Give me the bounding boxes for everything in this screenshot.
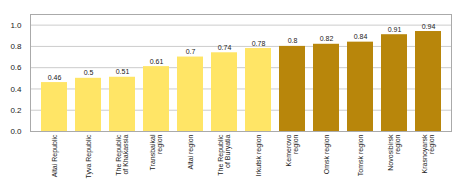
svg-text:0.7: 0.7 xyxy=(186,48,196,55)
svg-text:Altai Republic: Altai Republic xyxy=(51,134,59,177)
svg-text:0.51: 0.51 xyxy=(116,68,130,75)
svg-text:0.8: 0.8 xyxy=(288,37,298,44)
svg-text:0.91: 0.91 xyxy=(388,26,402,33)
svg-text:0.74: 0.74 xyxy=(218,44,232,51)
svg-text:Altai region: Altai region xyxy=(187,134,195,169)
svg-text:0.4: 0.4 xyxy=(10,85,22,94)
svg-text:0.82: 0.82 xyxy=(320,35,334,42)
svg-text:0.5: 0.5 xyxy=(84,69,94,76)
svg-text:Irkutsk region: Irkutsk region xyxy=(255,134,263,176)
svg-text:0.2: 0.2 xyxy=(10,106,22,115)
svg-text:0.78: 0.78 xyxy=(252,40,266,47)
svg-text:0.46: 0.46 xyxy=(48,74,62,81)
svg-text:Tomsk region: Tomsk region xyxy=(357,134,365,176)
svg-text:Krasnoyarskregion: Krasnoyarskregion xyxy=(421,134,436,173)
svg-text:Tyva Republic: Tyva Republic xyxy=(85,134,93,178)
svg-text:0.84: 0.84 xyxy=(354,33,368,40)
svg-text:0.94: 0.94 xyxy=(422,23,436,30)
svg-text:0.61: 0.61 xyxy=(150,58,164,65)
svg-text:Transbaikalregion: Transbaikalregion xyxy=(149,134,164,170)
svg-text:The Republicof Khakassia: The Republicof Khakassia xyxy=(115,134,129,176)
svg-text:0.8: 0.8 xyxy=(10,42,22,51)
svg-text:0.6: 0.6 xyxy=(10,63,22,72)
svg-text:Kemerovoregion: Kemerovoregion xyxy=(285,134,300,166)
svg-text:Omsk region: Omsk region xyxy=(323,134,331,174)
svg-text:1.0: 1.0 xyxy=(10,21,22,30)
svg-text:The Republicof Buryatia: The Republicof Buryatia xyxy=(217,134,232,176)
svg-text:Novosibirskregion: Novosibirskregion xyxy=(387,134,402,171)
svg-text:0.0: 0.0 xyxy=(10,127,22,136)
